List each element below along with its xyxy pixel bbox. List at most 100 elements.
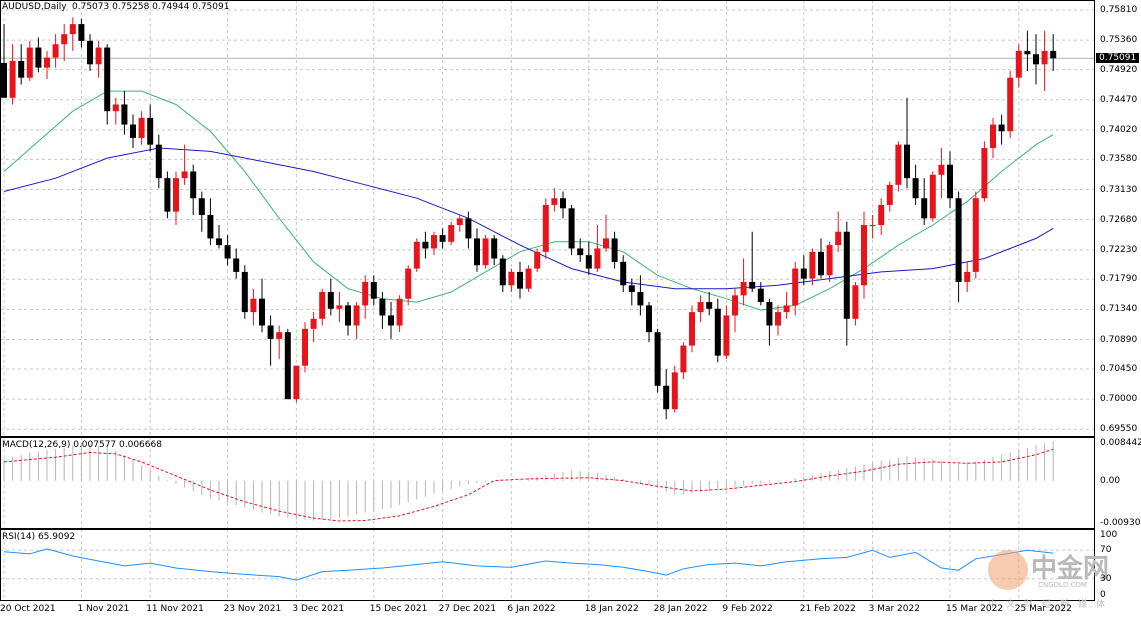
candle-body — [912, 178, 919, 199]
price-tick-label: 0.69550 — [1100, 424, 1138, 435]
candle-body — [843, 231, 850, 319]
candle-body — [362, 281, 369, 306]
candle-body — [568, 208, 575, 249]
candle-body — [542, 204, 549, 252]
price-tick-label: 0.72680 — [1100, 214, 1138, 225]
macd-tick-label: 0.00 — [1100, 475, 1121, 486]
date-tick-label: 15 Mar 2022 — [946, 604, 1004, 614]
candle-body — [319, 292, 326, 319]
candle-body — [1024, 50, 1031, 55]
candle-body — [886, 184, 893, 205]
candle-body — [413, 241, 420, 269]
candle-body — [104, 47, 111, 112]
date-tick-label: 21 Feb 2022 — [799, 604, 856, 614]
candle-body — [577, 248, 584, 256]
candle-body — [456, 218, 463, 226]
candle-body — [276, 332, 283, 339]
candle-body — [9, 60, 16, 98]
panel-frame — [0, 437, 1095, 529]
candle-body — [259, 298, 265, 326]
candlestick-series — [1, 17, 1057, 420]
candle-body — [216, 238, 222, 246]
candle-body — [775, 312, 781, 326]
candle-body — [1, 62, 7, 98]
price-tick-label: 0.71340 — [1100, 304, 1138, 315]
ohlc-label: 0.75073 0.75258 0.74944 0.75091 — [72, 2, 230, 12]
price-tick-label: 0.70450 — [1100, 364, 1138, 375]
date-tick-label: 9 Feb 2022 — [722, 604, 773, 614]
candle-body — [405, 268, 412, 299]
candle-body — [396, 298, 403, 326]
candle-body — [44, 57, 50, 68]
watermark-domain: CNGOLD.COM — [1038, 581, 1088, 589]
candle-body — [250, 298, 257, 313]
panel-frame — [0, 0, 1095, 437]
price-tick-label: 0.73130 — [1100, 184, 1138, 195]
watermark-subtitle: 中文财经新媒体 — [988, 600, 1115, 610]
candle-body — [345, 305, 351, 326]
watermark-logo-text: 中金网 — [1031, 554, 1110, 584]
date-tick-label: 3 Mar 2022 — [868, 604, 920, 614]
price-tick-label: 0.72230 — [1100, 244, 1138, 255]
price-tick-label: 0.74020 — [1100, 124, 1138, 135]
rsi-tick-label: 70 — [1100, 545, 1112, 556]
macd-tick-label: 0.008442 — [1100, 438, 1141, 448]
candle-body — [646, 305, 652, 333]
candle-body — [26, 47, 33, 78]
candle-body — [1041, 50, 1048, 65]
candle-body — [749, 281, 756, 289]
candle-body — [818, 251, 824, 276]
candle-body — [431, 235, 437, 249]
price-tick-label: 0.70000 — [1100, 394, 1138, 405]
candle-body — [998, 124, 1005, 132]
candle-body — [878, 204, 885, 226]
candle-body — [861, 225, 867, 286]
candle-body — [336, 305, 343, 309]
macd-series — [3, 441, 1054, 522]
date-tick-label: 27 Dec 2021 — [438, 604, 497, 614]
date-tick-label: 6 Jan 2022 — [507, 604, 556, 614]
candle-body — [52, 44, 59, 58]
candle-body — [388, 315, 394, 326]
candle-body — [852, 285, 859, 319]
candle-body — [465, 218, 472, 239]
price-tick-label: 0.74920 — [1100, 64, 1138, 75]
candle-body — [628, 285, 635, 293]
candle-body — [302, 328, 308, 366]
rsi-line — [3, 548, 1054, 581]
date-tick-label: 11 Nov 2021 — [146, 604, 204, 614]
candle-body — [233, 258, 240, 272]
rsi-tick-label: 30 — [1100, 573, 1112, 584]
candle-body — [706, 302, 713, 309]
candle-body — [620, 261, 627, 286]
candle-body — [689, 312, 695, 346]
candle-body — [654, 332, 661, 386]
current-price-tag: 0.75091 — [1096, 53, 1140, 64]
watermark-logo-icon — [988, 550, 1028, 590]
candle-body — [663, 385, 670, 410]
candle-body — [198, 198, 205, 215]
candle-body — [921, 198, 928, 219]
rsi-tick-label: 0 — [1100, 590, 1106, 600]
rsi-series — [0, 548, 1094, 581]
candle-body — [327, 292, 334, 309]
macd-label: MACD(12,26,9) 0.007577 0.006668 — [2, 440, 162, 450]
candle-body — [990, 124, 996, 149]
candle-body — [947, 164, 953, 199]
candle-body — [585, 255, 592, 269]
candle-body — [929, 174, 936, 219]
candle-body — [499, 258, 506, 286]
candle-body — [155, 144, 162, 179]
candle-body — [611, 238, 618, 262]
candle-body — [757, 288, 764, 303]
candle-body — [207, 214, 214, 239]
candle-body — [809, 251, 816, 279]
price-tick-label: 0.71790 — [1100, 274, 1138, 285]
candle-body — [517, 271, 523, 289]
date-tick-label: 25 Mar 2022 — [1014, 604, 1072, 614]
candle-body — [783, 305, 790, 313]
candle-body — [353, 305, 360, 326]
candle-body — [130, 124, 136, 138]
macd-tick-label: -0.009304 — [1100, 518, 1141, 528]
